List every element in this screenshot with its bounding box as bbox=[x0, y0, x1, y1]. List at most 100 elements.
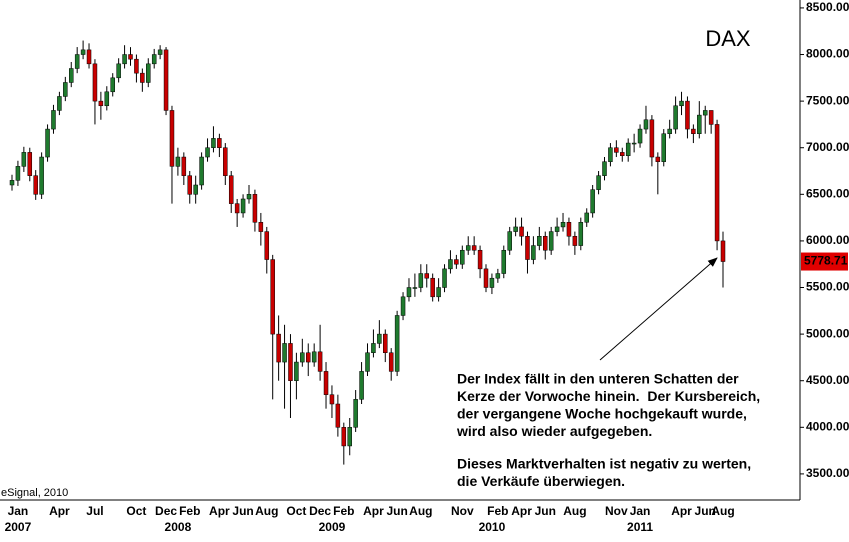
candle-body bbox=[282, 343, 287, 363]
candle-body bbox=[531, 245, 536, 260]
x-tick-label: Oct bbox=[126, 504, 146, 518]
candle-body bbox=[507, 231, 512, 251]
candle-body bbox=[329, 394, 335, 405]
x-tick-label: Apr bbox=[671, 504, 692, 518]
y-tick-label: 5000.00 bbox=[806, 326, 849, 340]
candle-body bbox=[63, 82, 68, 97]
candle-body bbox=[288, 343, 293, 381]
candle-body bbox=[86, 49, 92, 65]
candle-body bbox=[400, 296, 406, 316]
candle-body bbox=[685, 100, 690, 130]
y-tick-label: 8000.00 bbox=[806, 47, 849, 61]
chart-title: DAX bbox=[705, 26, 751, 51]
candle-body bbox=[300, 352, 305, 363]
candle-body bbox=[140, 72, 145, 83]
candle-body bbox=[193, 184, 198, 195]
candle-body bbox=[240, 198, 246, 214]
candle-body bbox=[649, 119, 655, 158]
candle-body bbox=[637, 128, 643, 144]
candle-body bbox=[667, 128, 672, 134]
candle-body bbox=[57, 96, 62, 111]
x-tick-label: Apr bbox=[49, 504, 70, 518]
candle-body bbox=[306, 352, 311, 363]
candle-body bbox=[608, 147, 613, 162]
candle-body bbox=[548, 231, 554, 251]
candle-body bbox=[365, 352, 370, 372]
candle-body bbox=[116, 63, 121, 79]
year-label: 2008 bbox=[165, 520, 192, 534]
candle-body bbox=[311, 351, 317, 363]
y-tick-label: 6500.00 bbox=[806, 186, 849, 200]
x-tick-label: Jan bbox=[8, 504, 29, 518]
candle-body bbox=[9, 180, 15, 186]
candle-body bbox=[33, 175, 38, 195]
candle-body bbox=[661, 133, 666, 162]
candle-body bbox=[353, 399, 358, 428]
candle-body bbox=[714, 124, 720, 242]
candle-body bbox=[697, 114, 702, 134]
candle-body bbox=[691, 128, 696, 134]
candle-body bbox=[341, 427, 347, 447]
candle-body bbox=[377, 333, 382, 344]
x-tick-label: Nov bbox=[451, 504, 474, 518]
candle-body bbox=[211, 138, 216, 148]
candle-body bbox=[169, 110, 175, 167]
candle-body bbox=[80, 49, 86, 55]
annotation: die Verkäufe überwiegen. bbox=[457, 473, 625, 489]
candle-body bbox=[151, 54, 157, 65]
candle-body bbox=[424, 273, 429, 279]
y-tick-label: 7000.00 bbox=[806, 140, 849, 154]
candle-body bbox=[513, 226, 518, 232]
candle-body bbox=[702, 110, 708, 116]
candle-body bbox=[708, 110, 714, 125]
candle-body bbox=[483, 268, 489, 288]
candle-body bbox=[465, 245, 471, 251]
x-tick-label: Feb bbox=[333, 504, 354, 518]
annotation: Dieses Marktverhalten ist negativ zu wer… bbox=[457, 456, 751, 472]
candle-body bbox=[252, 194, 258, 223]
candle-body bbox=[596, 175, 601, 190]
candle-body bbox=[383, 333, 388, 353]
x-tick-label: Aug bbox=[711, 504, 734, 518]
x-tick-label: Feb bbox=[487, 504, 508, 518]
candle-body bbox=[537, 236, 542, 246]
candle-body bbox=[655, 156, 661, 162]
candle-body bbox=[554, 226, 560, 232]
candle-body bbox=[128, 54, 133, 60]
x-tick-label: Apr bbox=[363, 504, 384, 518]
candle-body bbox=[134, 58, 139, 74]
candle-body bbox=[673, 105, 678, 130]
x-tick-label: Apr bbox=[511, 504, 532, 518]
candle-body bbox=[110, 77, 115, 93]
candle-body bbox=[270, 259, 275, 335]
candle-body bbox=[454, 259, 459, 265]
x-tick-label: Jul bbox=[86, 504, 103, 518]
candle-body bbox=[584, 212, 589, 223]
candle-body bbox=[45, 128, 50, 158]
candle-body bbox=[317, 351, 323, 372]
candle-body bbox=[258, 222, 264, 232]
candle-body bbox=[388, 352, 394, 372]
candle-body bbox=[205, 147, 210, 158]
candle-body bbox=[679, 100, 684, 107]
annotation: wird also wieder aufgegeben. bbox=[456, 423, 652, 439]
candle-body bbox=[98, 100, 104, 107]
candle-body bbox=[406, 287, 412, 298]
annotation: Kerze der Vorwoche hinein. Der Kursberei… bbox=[457, 388, 760, 404]
candle-body bbox=[163, 49, 169, 111]
x-tick-label: Dec bbox=[155, 504, 177, 518]
y-tick-label: 3500.00 bbox=[806, 466, 849, 480]
last-price-box bbox=[801, 252, 848, 271]
candle-body bbox=[228, 175, 234, 204]
candle-body bbox=[276, 333, 281, 363]
candle-body bbox=[157, 49, 163, 55]
candle-body bbox=[175, 156, 181, 167]
candle-body bbox=[412, 287, 418, 289]
candle-body bbox=[430, 277, 435, 298]
candle-body bbox=[578, 222, 584, 246]
x-tick-label: Aug bbox=[409, 504, 432, 518]
candle-body bbox=[418, 273, 424, 288]
candle-body bbox=[436, 287, 441, 298]
candle-body bbox=[146, 63, 151, 83]
candle-body bbox=[625, 142, 631, 156]
